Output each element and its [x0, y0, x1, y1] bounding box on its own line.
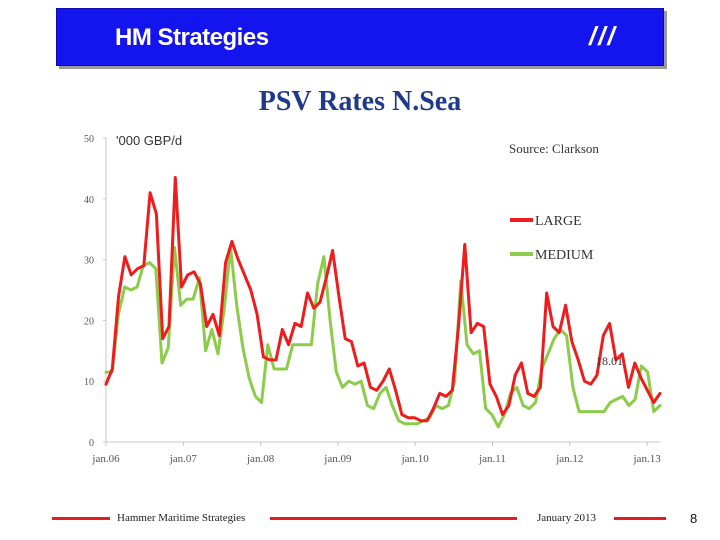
x-tick-label: jan.06 [91, 453, 120, 465]
footer-date: January 2013 [537, 512, 596, 524]
y-tick-label: 40 [84, 195, 94, 206]
y-tick-label: 50 [84, 134, 94, 145]
y-tick-label: 30 [84, 256, 94, 267]
footer-line-left [52, 517, 110, 520]
x-tick-label: jan.10 [401, 453, 430, 465]
footer-company: Hammer Maritime Strategies [117, 512, 246, 524]
x-tick-label: jan.09 [323, 453, 352, 465]
x-tick-label: jan.13 [633, 453, 662, 465]
header-banner: HM Strategies /// [56, 8, 664, 66]
footer-line-middle [270, 517, 517, 520]
y-tick-label: 0 [89, 438, 94, 449]
y-tick-label: 20 [84, 316, 94, 327]
chart-title: PSV Rates N.Sea [258, 86, 462, 117]
y-axis-label: '000 GBP/d [116, 133, 182, 148]
header-slash-mark: /// [589, 21, 617, 51]
series-line-large [104, 176, 662, 423]
y-tick-label: 10 [84, 377, 94, 388]
page-number: 8 [690, 511, 698, 526]
latest-value-annotation: 18.01 [596, 354, 623, 368]
header-title: HM Strategies [115, 24, 269, 51]
footer-line-right [614, 517, 666, 520]
legend-label-large: LARGE [535, 214, 582, 229]
x-tick-label: jan.12 [555, 453, 583, 465]
x-tick-label: jan.11 [478, 453, 506, 465]
legend-label-medium: MEDIUM [535, 248, 594, 263]
x-tick-label: jan.07 [169, 453, 198, 465]
source-note: Source: Clarkson [509, 141, 599, 156]
x-tick-label: jan.08 [246, 453, 275, 465]
